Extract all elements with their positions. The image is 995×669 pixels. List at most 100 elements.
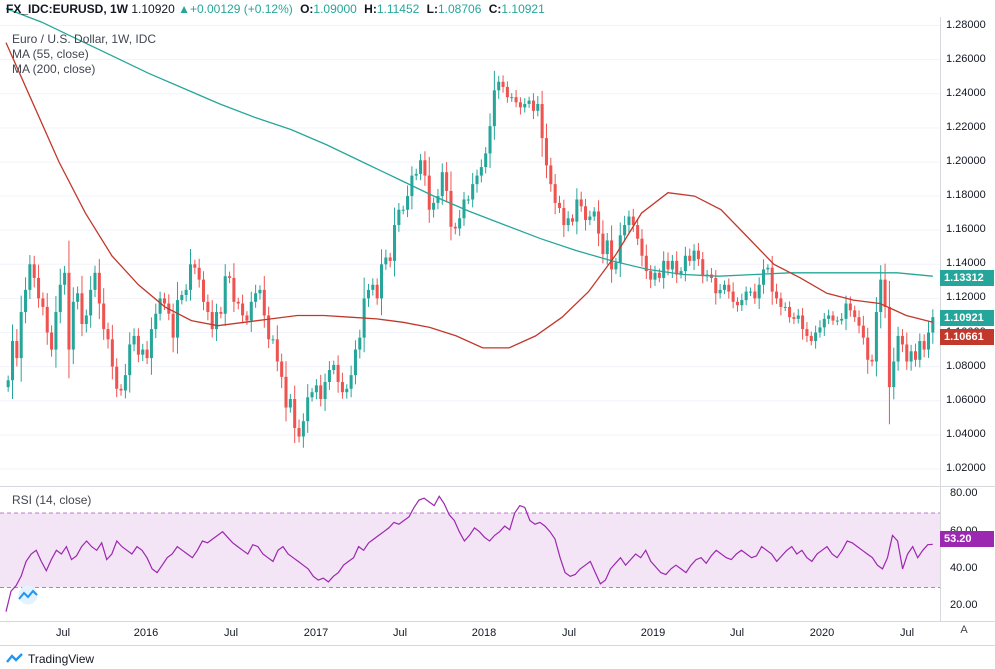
- candle: [640, 229, 644, 267]
- open-label: O:: [300, 2, 314, 16]
- candle: [401, 205, 405, 215]
- candle: [406, 185, 410, 218]
- candle: [71, 287, 75, 365]
- candle-body: [570, 218, 575, 222]
- candle-body: [228, 276, 232, 278]
- legend-ma55[interactable]: MA (55, close): [12, 47, 89, 61]
- candle: [597, 200, 601, 247]
- footer-brand[interactable]: TradingView: [28, 652, 95, 666]
- candle-body: [419, 160, 423, 174]
- candle-body: [280, 361, 284, 377]
- candle: [136, 328, 140, 363]
- candle: [701, 252, 705, 284]
- candle-body: [531, 100, 535, 111]
- candle-body: [909, 351, 913, 362]
- candle-body: [245, 315, 249, 321]
- candle-body: [814, 332, 818, 342]
- close-value: 1.10921: [501, 2, 545, 16]
- candle: [453, 222, 457, 235]
- price-tick-label: 1.08000: [946, 359, 986, 372]
- candle-body: [701, 259, 705, 277]
- candle: [397, 202, 401, 232]
- candle: [280, 353, 284, 389]
- rsi-legend[interactable]: RSI (14, close): [12, 493, 92, 507]
- footer: TradingView: [6, 652, 94, 666]
- candle-body: [544, 138, 548, 166]
- candle: [50, 325, 54, 357]
- candle-body: [371, 284, 375, 290]
- candle: [688, 248, 692, 266]
- candle-body: [683, 255, 687, 272]
- price-tick-label: 1.24000: [946, 86, 986, 99]
- candle: [10, 324, 15, 399]
- candle-body: [97, 272, 101, 304]
- candle-body: [175, 300, 179, 338]
- candle-body: [15, 341, 19, 359]
- candle-body: [822, 318, 826, 328]
- candle-body: [874, 312, 878, 362]
- candle-body: [449, 190, 453, 227]
- candle-body: [818, 327, 822, 333]
- candle: [228, 271, 232, 284]
- close-last-tag: 1.10921: [940, 310, 994, 326]
- candle-body: [696, 250, 700, 260]
- candle-body: [722, 284, 726, 290]
- candle-body: [45, 306, 49, 333]
- candle: [801, 308, 805, 340]
- candle-body: [145, 349, 149, 359]
- candle-body: [128, 344, 132, 376]
- candle-body: [288, 399, 292, 408]
- candle: [692, 244, 696, 271]
- candle-body: [510, 97, 514, 99]
- candle-body: [497, 81, 501, 91]
- candle: [288, 393, 292, 413]
- candle: [97, 258, 101, 320]
- candle: [76, 286, 80, 310]
- candle: [757, 277, 761, 309]
- candle-body: [223, 276, 227, 314]
- candle-body: [588, 216, 592, 220]
- tradingview-chart-logo-icon[interactable]: [14, 585, 42, 605]
- time-tick-label: 2020: [810, 627, 834, 639]
- candle-body: [28, 264, 32, 290]
- auto-scale-button[interactable]: A: [960, 624, 968, 636]
- candle-body: [727, 284, 731, 292]
- legend-ma200[interactable]: MA (200, close): [12, 62, 96, 76]
- candle: [353, 340, 357, 385]
- candle: [479, 159, 483, 183]
- legend-title[interactable]: Euro / U.S. Dollar, 1W, IDC: [12, 32, 157, 46]
- candle-body: [136, 335, 140, 355]
- candle: [193, 259, 197, 275]
- candle-body: [740, 300, 744, 306]
- candle-body: [853, 310, 857, 318]
- candle-body: [536, 103, 540, 111]
- candle-body: [236, 301, 240, 304]
- candle: [93, 265, 97, 298]
- candle: [310, 387, 314, 402]
- candle: [892, 347, 896, 400]
- candle-body: [432, 202, 436, 210]
- candle: [267, 306, 271, 349]
- candle-body: [809, 335, 813, 342]
- candle: [853, 305, 857, 322]
- pane-separator[interactable]: [0, 486, 995, 487]
- candle-body: [54, 312, 58, 350]
- candle-body: [861, 325, 865, 338]
- candle-body: [340, 381, 344, 393]
- candle-body: [505, 86, 509, 98]
- symbol-name[interactable]: FX_IDC:EURUSD, 1W: [6, 2, 129, 16]
- candle: [254, 284, 258, 308]
- candle-body: [58, 284, 62, 313]
- candle-body: [653, 272, 657, 280]
- candle: [770, 255, 774, 305]
- candle: [792, 312, 796, 325]
- rsi-tick-label: 20.00: [950, 599, 978, 612]
- candle: [601, 220, 605, 264]
- candle: [623, 215, 627, 242]
- candle: [744, 286, 748, 306]
- candle-body: [345, 388, 349, 393]
- candle-body: [518, 102, 522, 108]
- candle-body: [284, 376, 288, 408]
- candle-body: [666, 260, 670, 270]
